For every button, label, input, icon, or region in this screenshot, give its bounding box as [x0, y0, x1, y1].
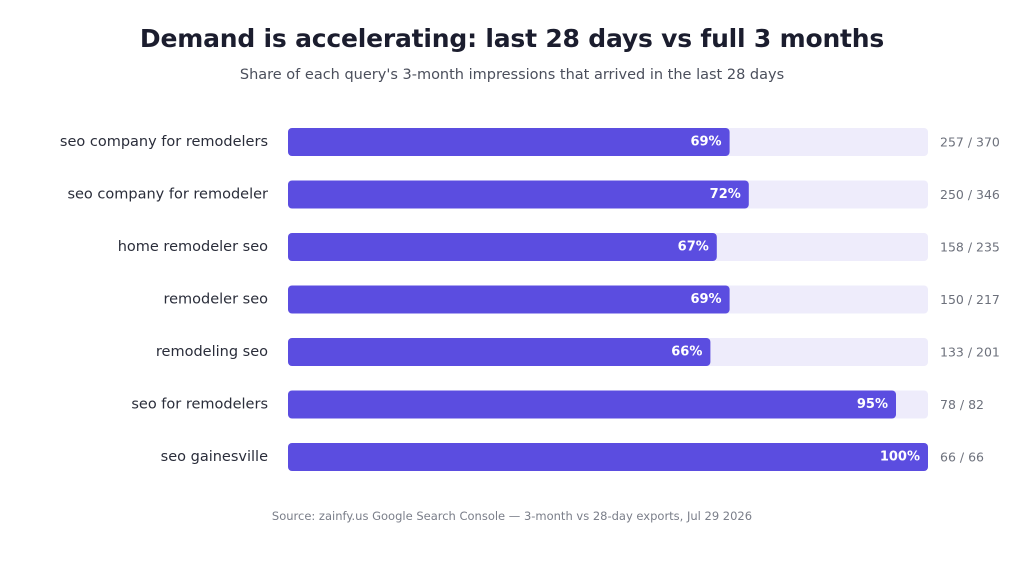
- bar: [288, 285, 730, 314]
- value-label: 69%: [690, 135, 721, 150]
- category-label: seo gainesville: [161, 449, 268, 465]
- bar: [288, 128, 730, 156]
- chart-title: Demand is accelerating: last 28 days vs …: [139, 24, 885, 53]
- chart-subtitle: Share of each query's 3-month impression…: [239, 67, 785, 83]
- count-label: 66 / 66: [940, 450, 984, 465]
- value-label: 66%: [671, 345, 702, 360]
- category-label: seo for remodelers: [131, 397, 268, 413]
- category-label: remodeler seo: [163, 292, 268, 308]
- bar-row: seo company for remodelers 69% 257 / 370: [60, 128, 1000, 156]
- bar-row: remodeling seo 66% 133 / 201: [156, 338, 1000, 366]
- bar: [288, 443, 928, 471]
- bar-row: seo gainesville 100% 66 / 66: [161, 443, 984, 471]
- value-label: 67%: [678, 240, 709, 255]
- count-label: 257 / 370: [940, 135, 1000, 150]
- count-label: 150 / 217: [940, 292, 1000, 307]
- category-label: home remodeler seo: [118, 239, 268, 255]
- bar-row: remodeler seo 69% 150 / 217: [163, 285, 1000, 314]
- category-label: seo company for remodelers: [60, 134, 268, 150]
- category-label: remodeling seo: [156, 344, 268, 360]
- bar-row: seo for remodelers 95% 78 / 82: [131, 390, 984, 419]
- value-label: 95%: [857, 397, 888, 412]
- value-label: 72%: [710, 187, 741, 202]
- bar: [288, 390, 896, 419]
- bar-row: home remodeler seo 67% 158 / 235: [118, 233, 1000, 261]
- count-label: 78 / 82: [940, 397, 984, 412]
- category-label: seo company for remodeler: [67, 187, 268, 203]
- bar-row: seo company for remodeler 72% 250 / 346: [67, 180, 1000, 209]
- bar: [288, 180, 749, 209]
- bar: [288, 338, 711, 366]
- count-label: 133 / 201: [940, 345, 1000, 360]
- value-label: 69%: [690, 292, 721, 307]
- count-label: 158 / 235: [940, 240, 1000, 255]
- source-note: Source: zainfy.us Google Search Console …: [271, 509, 753, 523]
- value-label: 100%: [880, 450, 920, 465]
- bar: [288, 233, 717, 261]
- count-label: 250 / 346: [940, 187, 1000, 202]
